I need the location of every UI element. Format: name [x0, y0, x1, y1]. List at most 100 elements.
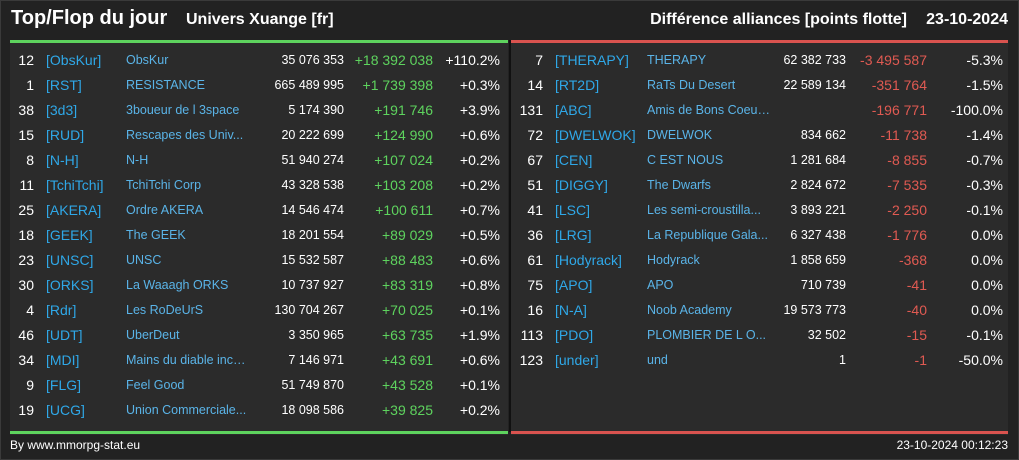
alliance-points: 20 222 699 — [281, 128, 344, 142]
alliance-tag-link[interactable]: [Rdr] — [46, 302, 77, 318]
alliance-rank: 19 — [18, 402, 34, 418]
table-row: 51 [DIGGY] The Dwarfs 2 824 672 -7 535 -0.3% — [511, 173, 1008, 198]
percent-change: -0.7% — [966, 152, 1003, 168]
table-row: 18 [GEEK] The GEEK 18 201 554 +89 029 +0.5% — [10, 223, 508, 248]
alliance-tag-link[interactable]: [AKERA] — [46, 202, 102, 218]
alliance-name-link[interactable]: Noob Academy — [647, 303, 732, 317]
alliance-rank: 25 — [18, 202, 34, 218]
table-row: 4 [Rdr] Les RoDeUrS 130 704 267 +70 025 +0.1% — [10, 298, 508, 323]
alliance-tag-link[interactable]: [UDT] — [46, 327, 83, 343]
alliance-tag-link[interactable]: [ObsKur] — [46, 52, 102, 68]
percent-change: +0.2% — [459, 402, 500, 418]
alliance-name-link[interactable]: UberDeut — [126, 328, 180, 342]
percent-change: +0.3% — [459, 77, 500, 93]
alliance-name-link[interactable]: TchiTchi Corp — [126, 178, 202, 192]
alliance-points: 35 076 353 — [281, 53, 344, 67]
alliance-rank: 75 — [527, 277, 543, 293]
alliance-name-link[interactable]: und — [647, 353, 668, 367]
alliance-name-link[interactable]: Feel Good — [126, 378, 185, 392]
alliance-name-link[interactable]: Mains du diable inco... — [126, 353, 248, 367]
alliance-points: 15 532 587 — [281, 253, 344, 267]
points-difference: +43 528 — [382, 377, 433, 393]
alliance-rank: 131 — [519, 102, 543, 118]
alliance-rank: 41 — [527, 202, 543, 218]
alliance-tag-link[interactable]: [FLG] — [46, 377, 82, 393]
alliance-points: 1 — [839, 353, 846, 367]
alliance-name-link[interactable]: Les RoDeUrS — [126, 303, 204, 317]
points-difference: -2 250 — [887, 202, 927, 218]
alliance-tag-link[interactable]: [APO] — [555, 277, 593, 293]
percent-change: -0.3% — [966, 177, 1003, 193]
alliance-name-link[interactable]: La Waaagh ORKS — [126, 278, 229, 292]
alliance-tag-link[interactable]: [RT2D] — [555, 77, 600, 93]
alliance-name-link[interactable]: C EST NOUS — [647, 153, 724, 167]
flop-panel: 7 [THERAPY] THERAPY 62 382 733 -3 495 587 -5.… — [511, 40, 1008, 435]
alliance-points: 18 098 586 — [281, 403, 344, 417]
alliance-points: 1 858 659 — [790, 253, 846, 267]
alliance-name-link[interactable]: The GEEK — [126, 228, 186, 242]
alliance-tag-link[interactable]: [3d3] — [46, 102, 78, 118]
alliance-rank: 12 — [18, 52, 34, 68]
table-row: 41 [LSC] Les semi-croustilla... 3 893 221 -2… — [511, 198, 1008, 223]
alliance-rank: 67 — [527, 152, 543, 168]
alliance-tag-link[interactable]: [N-A] — [555, 302, 587, 318]
alliance-name-link[interactable]: 3boueur de l 3space — [126, 103, 240, 117]
alliance-name-link[interactable]: UNSC — [126, 253, 162, 267]
alliance-tag-link[interactable]: [DIGGY] — [555, 177, 608, 193]
percent-change: -0.1% — [966, 327, 1003, 343]
alliance-name-link[interactable]: Hodyrack — [647, 253, 700, 267]
percent-change: 0.0% — [971, 277, 1003, 293]
top-panel: 12 [ObsKur] ObsKur 35 076 353 +18 392 038 +11… — [10, 40, 508, 435]
alliance-tag-link[interactable]: [LSC] — [555, 202, 591, 218]
alliance-name-link[interactable]: PLOMBIER DE L O... — [647, 328, 767, 342]
alliance-tag-link[interactable]: [RUD] — [46, 127, 85, 143]
alliance-tag-link[interactable]: [TchiTchi] — [46, 177, 104, 193]
alliance-name-link[interactable]: Rescapes des Univ... — [126, 128, 244, 142]
alliance-tag-link[interactable]: [PDO] — [555, 327, 594, 343]
alliance-tag-link[interactable]: [under] — [555, 352, 599, 368]
footer-source-link[interactable]: By www.mmorpg-stat.eu — [10, 438, 141, 452]
alliance-tag-link[interactable]: [DWELWOK] — [555, 127, 636, 143]
flop-accent-line — [511, 431, 1008, 434]
alliance-name-link[interactable]: La Republique Gala... — [647, 228, 768, 242]
alliance-rank: 18 — [18, 227, 34, 243]
alliance-name-link[interactable]: APO — [647, 278, 674, 292]
alliance-tag-link[interactable]: [N-H] — [46, 152, 79, 168]
alliance-name-link[interactable]: THERAPY — [647, 53, 707, 67]
alliance-tag-link[interactable]: [Hodyrack] — [555, 252, 622, 268]
alliance-name-link[interactable]: N-H — [126, 153, 149, 167]
alliance-name-link[interactable]: Amis de Bons Coeur... — [647, 103, 771, 117]
alliance-name-link[interactable]: DWELWOK — [647, 128, 713, 142]
points-difference: -3 495 587 — [860, 52, 927, 68]
alliance-name-link[interactable]: Ordre AKERA — [126, 203, 204, 217]
points-difference: +83 319 — [382, 277, 433, 293]
alliance-tag-link[interactable]: [THERAPY] — [555, 52, 629, 68]
alliance-rank: 61 — [527, 252, 543, 268]
alliance-points: 834 662 — [800, 128, 846, 142]
alliance-name-link[interactable]: Union Commerciale... — [126, 403, 247, 417]
alliance-tag-link[interactable]: [ORKS] — [46, 277, 94, 293]
percent-change: +1.9% — [459, 327, 500, 343]
alliance-tag-link[interactable]: [ABC] — [555, 102, 592, 118]
alliance-tag-link[interactable]: [UCG] — [46, 402, 85, 418]
percent-change: 0.0% — [971, 302, 1003, 318]
alliance-name-link[interactable]: ObsKur — [126, 53, 169, 67]
alliance-tag-link[interactable]: [RST] — [46, 77, 82, 93]
alliance-name-link[interactable]: Les semi-croustilla... — [647, 203, 761, 217]
table-row: 25 [AKERA] Ordre AKERA 14 546 474 +100 611 +0… — [10, 198, 508, 223]
alliance-name-link[interactable]: The Dwarfs — [647, 178, 711, 192]
alliance-name-link[interactable]: RESISTANCE — [126, 78, 205, 92]
alliance-tag-link[interactable]: [LRG] — [555, 227, 592, 243]
table-row: 14 [RT2D] RaTs Du Desert 22 589 134 -351 764… — [511, 73, 1008, 98]
universe-label: Univers Xuange [fr] — [186, 11, 334, 28]
alliance-points: 710 739 — [800, 278, 846, 292]
percent-change: 0.0% — [971, 252, 1003, 268]
alliance-tag-link[interactable]: [UNSC] — [46, 252, 94, 268]
alliance-tag-link[interactable]: [GEEK] — [46, 227, 93, 243]
alliance-tag-link[interactable]: [CEN] — [555, 152, 593, 168]
points-difference: +103 208 — [374, 177, 433, 193]
alliance-name-link[interactable]: RaTs Du Desert — [647, 78, 736, 92]
table-row: 34 [MDI] Mains du diable inco... 7 146 971 +… — [10, 348, 508, 373]
alliance-tag-link[interactable]: [MDI] — [46, 352, 80, 368]
alliance-rank: 7 — [535, 52, 543, 68]
